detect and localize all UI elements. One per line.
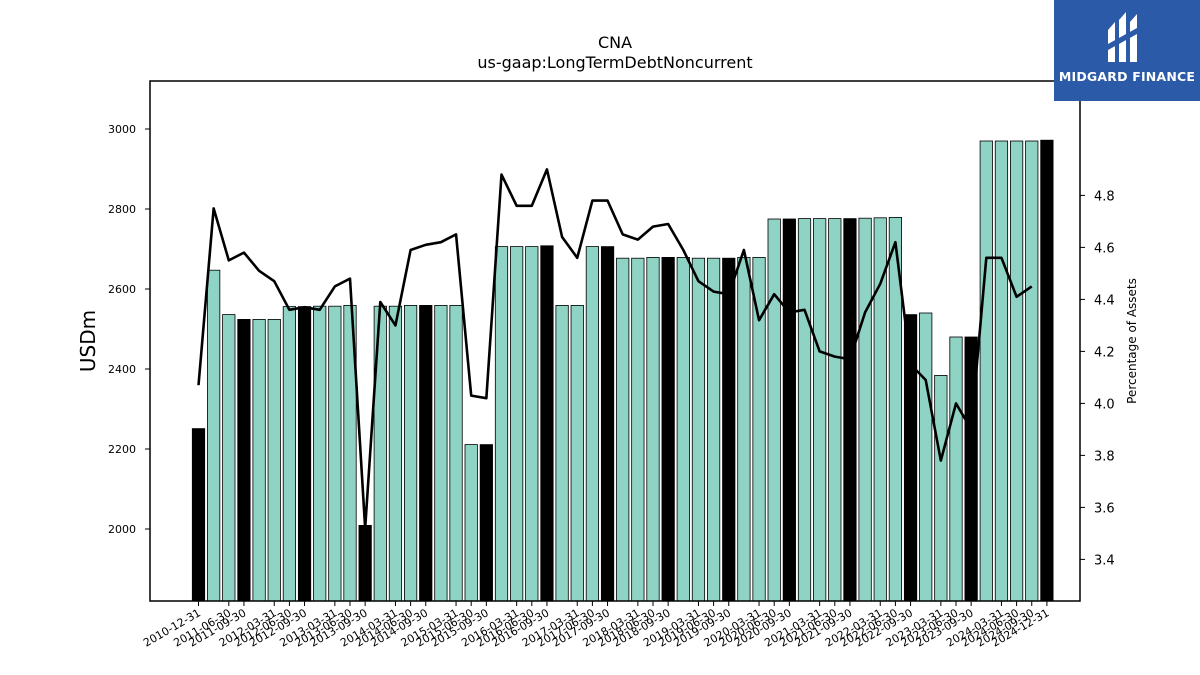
bar	[540, 245, 554, 602]
bar	[570, 304, 584, 602]
y2-tick-label: 4.6	[1094, 241, 1115, 256]
bar	[1025, 140, 1039, 602]
bar	[631, 257, 645, 602]
y2-tick-label: 4.8	[1094, 189, 1115, 204]
bar	[691, 257, 706, 602]
bar	[464, 444, 478, 602]
bar	[919, 312, 933, 602]
y2-tick-label: 4.4	[1094, 293, 1115, 308]
bar	[358, 525, 372, 602]
bar	[767, 218, 781, 602]
logo-mark-icon	[1108, 12, 1137, 62]
line-group	[197, 168, 1033, 530]
bar	[585, 246, 600, 602]
bar	[949, 336, 963, 602]
y-tick-label: 3000	[108, 123, 136, 136]
bar	[782, 218, 796, 602]
y2-tick-label: 3.6	[1094, 501, 1115, 516]
bar	[282, 306, 297, 602]
bar	[555, 304, 569, 602]
y2-tick-label: 4.0	[1094, 397, 1115, 412]
bar	[752, 256, 766, 602]
y-tick-label: 2800	[108, 203, 136, 216]
bar	[722, 257, 736, 602]
bar	[479, 444, 493, 602]
y2-axis-label: Percentage of Assets	[1125, 278, 1139, 404]
bar	[313, 305, 327, 602]
bar	[494, 246, 509, 602]
bar	[843, 218, 857, 602]
bar	[267, 318, 281, 602]
bar	[237, 318, 251, 602]
bar	[419, 304, 433, 602]
bar	[828, 218, 842, 602]
bar	[510, 246, 524, 602]
y2-tick-label: 4.2	[1094, 345, 1115, 360]
y-axis-label: USDm	[76, 310, 100, 372]
x-axis: 2010-12-312011-06-302011-09-302012-03-31…	[141, 601, 1051, 650]
bar-group	[191, 139, 1054, 602]
percentage-of-assets-line	[197, 168, 1033, 530]
bar	[979, 140, 993, 602]
y-tick-label: 2200	[108, 443, 136, 456]
bar	[297, 306, 312, 602]
bar	[737, 256, 751, 602]
bar	[707, 257, 721, 602]
bar	[1040, 139, 1054, 602]
bar	[252, 318, 266, 602]
bar	[676, 256, 690, 602]
bar	[525, 246, 539, 602]
y-axis-left: 2000 2200 2400 2600 2800 3000	[108, 123, 150, 536]
y-axis-right: 3.4 3.6 3.8 4.0 4.2 4.4 4.6 4.8	[1080, 189, 1115, 568]
y-tick-label: 2600	[108, 283, 136, 296]
plot-frame	[149, 80, 1081, 602]
bar	[449, 304, 463, 602]
bar	[813, 218, 827, 602]
y-tick-label: 2400	[108, 363, 136, 376]
chart-subtitle: us-gaap:LongTermDebtNoncurrent	[477, 53, 752, 72]
bar	[858, 217, 872, 602]
bar	[388, 305, 403, 602]
bar	[1010, 140, 1024, 602]
bar	[661, 256, 675, 602]
bar	[934, 374, 948, 602]
y2-tick-label: 3.4	[1094, 553, 1115, 568]
y-tick-label: 2000	[108, 523, 136, 536]
bar	[616, 257, 630, 602]
bar	[994, 140, 1009, 602]
bar	[328, 305, 342, 602]
bar	[222, 314, 236, 602]
brand-logo: MIDGARD FINANCE	[1054, 0, 1200, 101]
bar	[646, 256, 660, 602]
bar	[207, 269, 221, 602]
bar	[434, 304, 448, 602]
bar	[797, 218, 812, 602]
brand-name: MIDGARD FINANCE	[1058, 69, 1196, 84]
bar	[403, 304, 418, 602]
bar	[600, 246, 615, 602]
chart-title: CNA	[598, 33, 632, 52]
y2-tick-label: 3.8	[1094, 449, 1115, 464]
bar	[191, 428, 206, 602]
